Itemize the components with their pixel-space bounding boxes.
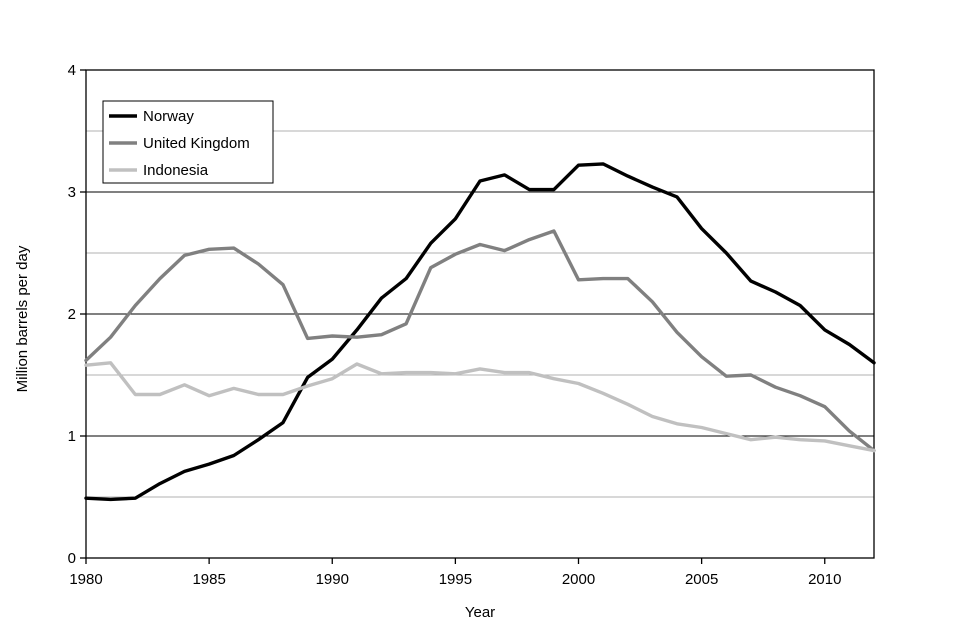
x-tick-label: 1985 — [192, 571, 225, 588]
x-tick-label: 1990 — [316, 571, 349, 588]
y-tick-label: 2 — [68, 306, 76, 323]
x-tick-label: 2010 — [808, 571, 841, 588]
legend-label: United Kingdom — [143, 135, 250, 152]
y-tick-label: 4 — [68, 62, 76, 79]
series-line-norway — [84, 162, 876, 502]
x-tick-label: 1980 — [69, 571, 102, 588]
x-tick-label: 1995 — [439, 571, 472, 588]
y-axis-ticks: 0 1 2 3 4 — [68, 62, 86, 567]
y-tick-label: 1 — [68, 428, 76, 445]
y-tick-label: 3 — [68, 184, 76, 201]
y-axis-title: Million barrels per day — [14, 245, 31, 392]
series-line-united-kingdom — [84, 229, 876, 453]
x-tick-label: 2000 — [562, 571, 595, 588]
legend: Norway United Kingdom Indonesia — [102, 100, 274, 184]
gridlines — [86, 130, 874, 498]
x-axis-ticks: 1980 1985 1990 1995 2000 2005 2010 — [69, 558, 841, 588]
x-tick-label: 2005 — [685, 571, 718, 588]
x-axis-title: Year — [465, 604, 495, 621]
legend-label: Norway — [143, 108, 194, 125]
series-lines — [84, 162, 876, 502]
legend-label: Indonesia — [143, 162, 209, 179]
series-line-indonesia — [84, 361, 876, 453]
y-tick-label: 0 — [68, 550, 76, 567]
